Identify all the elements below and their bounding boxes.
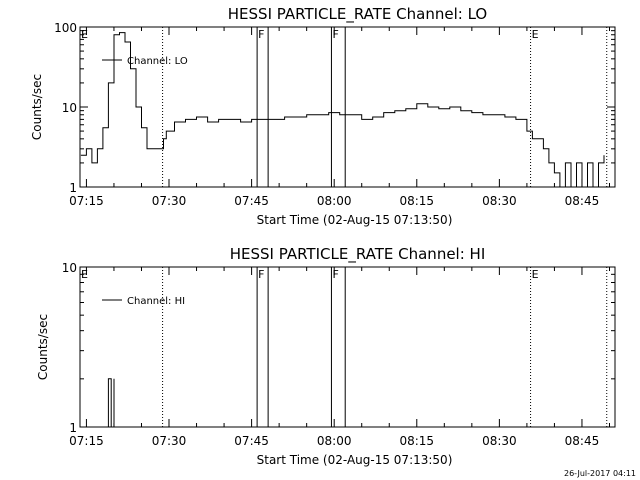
hi-flag-label: E — [81, 268, 88, 281]
hi-x-tick-label: 08:30 — [482, 434, 517, 448]
hi-x-tick-label: 07:45 — [234, 434, 269, 448]
lo-y-tick-label: 10 — [62, 101, 77, 115]
hi-y-tick-label: 1 — [69, 421, 77, 435]
hi-y-axis-label: Counts/sec — [36, 314, 50, 380]
hi-series-line — [107, 378, 115, 428]
lo-panel: HESSI PARTICLE_RATE Channel: LO Counts/se… — [30, 5, 616, 227]
lo-y-tick-label: 1 — [69, 181, 77, 195]
lo-x-tick-label: 08:15 — [399, 194, 434, 208]
lo-x-tick-label: 07:45 — [234, 194, 269, 208]
lo-series-line — [80, 32, 605, 188]
lo-x-tick-label: 08:45 — [565, 194, 600, 208]
timestamp-label: 26-Jul-2017 04:11 — [564, 469, 636, 478]
hi-flag-label: F — [258, 268, 264, 281]
hi-x-tick-label: 08:45 — [565, 434, 600, 448]
lo-flag-label: F — [332, 28, 338, 41]
lo-x-axis-label: Start Time (02-Aug-15 07:13:50) — [257, 213, 453, 227]
hi-x-tick-label: 07:15 — [69, 434, 104, 448]
hi-x-tick-label: 08:00 — [317, 434, 352, 448]
hi-panel: HESSI PARTICLE_RATE Channel: HI Counts/se… — [36, 245, 616, 467]
lo-y-tick-label: 100 — [54, 21, 77, 35]
lo-flag-label: E — [81, 28, 88, 41]
hi-flag-label: F — [332, 268, 338, 281]
hi-flag-label: E — [532, 268, 539, 281]
hi-x-axis-label: Start Time (02-Aug-15 07:13:50) — [257, 453, 453, 467]
lo-x-tick-label: 07:15 — [69, 194, 104, 208]
lo-y-axis-label: Counts/sec — [30, 74, 44, 140]
lo-x-tick-label: 08:00 — [317, 194, 352, 208]
hi-legend-label: Channel: HI — [127, 296, 185, 307]
lo-chart-title: HESSI PARTICLE_RATE Channel: LO — [228, 5, 487, 24]
lo-legend-label: Channel: LO — [127, 56, 188, 67]
hi-chart-title: HESSI PARTICLE_RATE Channel: HI — [230, 245, 486, 264]
lo-plot-frame — [79, 26, 616, 188]
lo-x-tick-label: 07:30 — [152, 194, 187, 208]
lo-flag-label: F — [258, 28, 264, 41]
hi-x-tick-label: 08:15 — [399, 434, 434, 448]
hi-y-tick-label: 10 — [62, 261, 77, 275]
hi-x-tick-label: 07:30 — [152, 434, 187, 448]
hi-plot-frame — [79, 266, 616, 428]
lo-flag-label: E — [532, 28, 539, 41]
lo-x-tick-label: 08:30 — [482, 194, 517, 208]
